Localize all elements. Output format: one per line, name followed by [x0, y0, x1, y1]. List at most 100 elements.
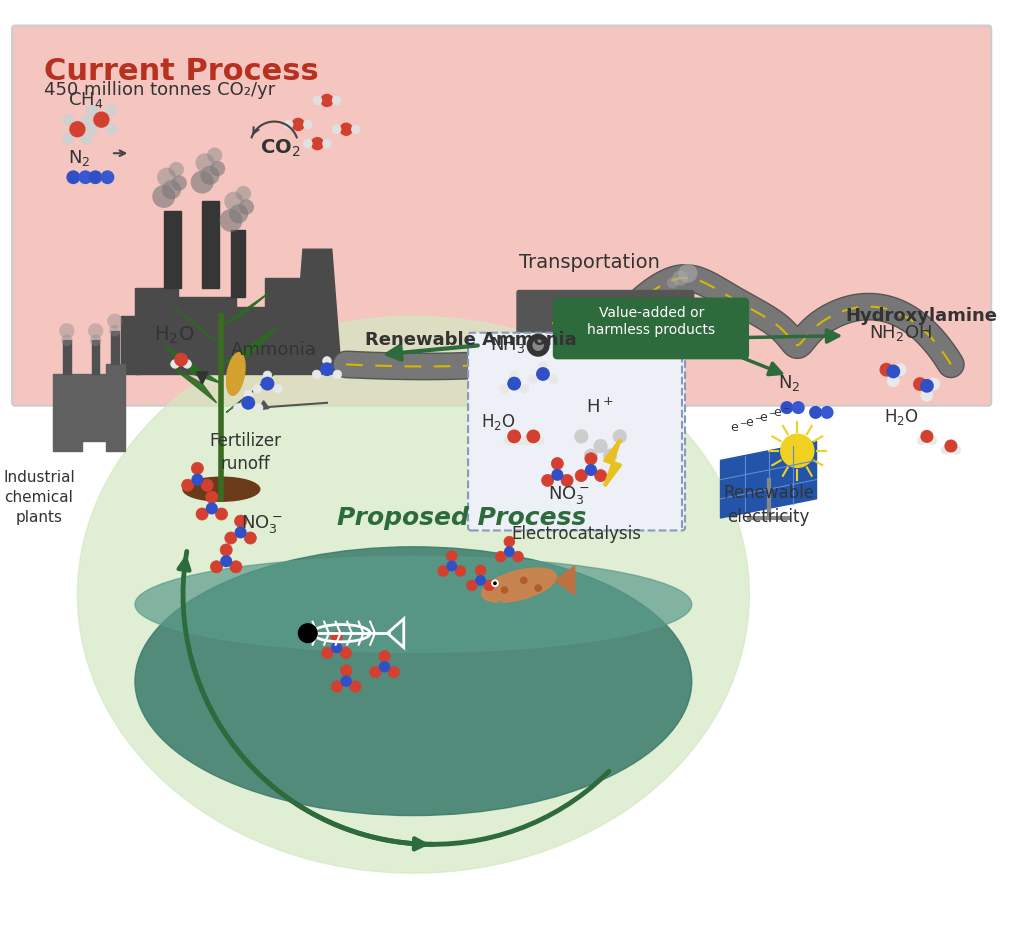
Circle shape — [507, 430, 521, 444]
Circle shape — [510, 371, 518, 380]
Circle shape — [574, 334, 598, 357]
Circle shape — [62, 115, 74, 126]
Circle shape — [86, 104, 98, 117]
Circle shape — [321, 94, 334, 107]
Bar — [178, 297, 236, 374]
Text: e$^-$: e$^-$ — [759, 412, 777, 425]
Circle shape — [81, 133, 92, 144]
Polygon shape — [221, 292, 269, 326]
Circle shape — [880, 363, 893, 377]
Bar — [135, 288, 178, 374]
Bar — [121, 317, 140, 374]
Bar — [202, 201, 219, 288]
Bar — [231, 230, 246, 297]
Circle shape — [351, 124, 360, 134]
Circle shape — [171, 176, 186, 191]
Circle shape — [613, 430, 627, 443]
Circle shape — [585, 464, 597, 476]
Circle shape — [171, 360, 179, 368]
Circle shape — [483, 580, 495, 590]
Circle shape — [496, 601, 504, 608]
Circle shape — [59, 323, 75, 338]
Text: NH$_2$OH: NH$_2$OH — [869, 323, 932, 343]
Circle shape — [528, 375, 537, 384]
Text: Electrocatalysis: Electrocatalysis — [512, 525, 642, 543]
Circle shape — [61, 335, 73, 346]
Circle shape — [207, 148, 222, 163]
Circle shape — [504, 436, 512, 445]
Circle shape — [446, 551, 457, 561]
Bar — [164, 211, 181, 288]
Text: N$_2$: N$_2$ — [778, 373, 801, 394]
Circle shape — [516, 436, 524, 445]
Circle shape — [201, 479, 213, 492]
Circle shape — [492, 579, 499, 588]
Circle shape — [322, 647, 333, 659]
Circle shape — [340, 122, 353, 136]
Circle shape — [215, 508, 227, 520]
Polygon shape — [221, 326, 279, 365]
Circle shape — [780, 433, 815, 468]
Circle shape — [887, 375, 899, 387]
Bar — [264, 278, 312, 374]
Circle shape — [542, 475, 554, 487]
Circle shape — [539, 605, 547, 613]
Polygon shape — [226, 374, 274, 413]
Circle shape — [206, 502, 218, 514]
Text: Current Process: Current Process — [44, 57, 318, 86]
Circle shape — [169, 162, 184, 178]
Circle shape — [493, 581, 497, 586]
FancyBboxPatch shape — [642, 290, 693, 342]
Text: e$^-$: e$^-$ — [773, 407, 792, 420]
Circle shape — [780, 401, 794, 415]
Polygon shape — [173, 306, 221, 345]
Circle shape — [70, 121, 86, 137]
Circle shape — [820, 406, 834, 419]
Circle shape — [921, 389, 933, 401]
Circle shape — [88, 170, 102, 184]
Circle shape — [792, 401, 805, 415]
Circle shape — [920, 379, 934, 393]
Circle shape — [594, 439, 607, 453]
Circle shape — [191, 462, 204, 475]
Text: e$^-$: e$^-$ — [744, 416, 763, 430]
Circle shape — [220, 556, 232, 567]
Circle shape — [108, 314, 123, 329]
Bar — [236, 306, 264, 374]
Text: H$^+$: H$^+$ — [586, 397, 613, 416]
Ellipse shape — [183, 478, 260, 501]
Circle shape — [299, 624, 316, 642]
Circle shape — [520, 384, 528, 393]
Circle shape — [332, 681, 343, 692]
Circle shape — [551, 458, 563, 470]
Circle shape — [551, 469, 563, 481]
Circle shape — [475, 565, 486, 576]
Circle shape — [236, 186, 251, 201]
Circle shape — [191, 474, 204, 486]
Polygon shape — [555, 566, 574, 595]
Ellipse shape — [135, 556, 692, 652]
Circle shape — [623, 334, 646, 357]
Circle shape — [90, 335, 101, 346]
Polygon shape — [169, 365, 217, 403]
Circle shape — [263, 371, 271, 380]
Text: 450 million tonnes CO₂/yr: 450 million tonnes CO₂/yr — [44, 81, 275, 100]
Circle shape — [331, 642, 342, 653]
Text: Fertilizer
runoff: Fertilizer runoff — [209, 431, 282, 473]
Circle shape — [595, 470, 607, 481]
Text: NO$_3^-$: NO$_3^-$ — [548, 484, 589, 506]
Ellipse shape — [78, 317, 750, 873]
Text: Ammonia: Ammonia — [231, 341, 317, 359]
Bar — [82, 374, 106, 441]
Polygon shape — [164, 345, 221, 384]
Text: CO$_2$: CO$_2$ — [260, 137, 300, 159]
Circle shape — [504, 546, 515, 557]
Circle shape — [539, 361, 547, 370]
Circle shape — [500, 384, 508, 393]
Text: Transportation: Transportation — [519, 254, 659, 273]
Circle shape — [536, 436, 544, 445]
Circle shape — [239, 199, 254, 214]
Text: NH$_3$: NH$_3$ — [490, 335, 525, 355]
Text: !: ! — [562, 312, 568, 325]
Circle shape — [196, 508, 208, 520]
